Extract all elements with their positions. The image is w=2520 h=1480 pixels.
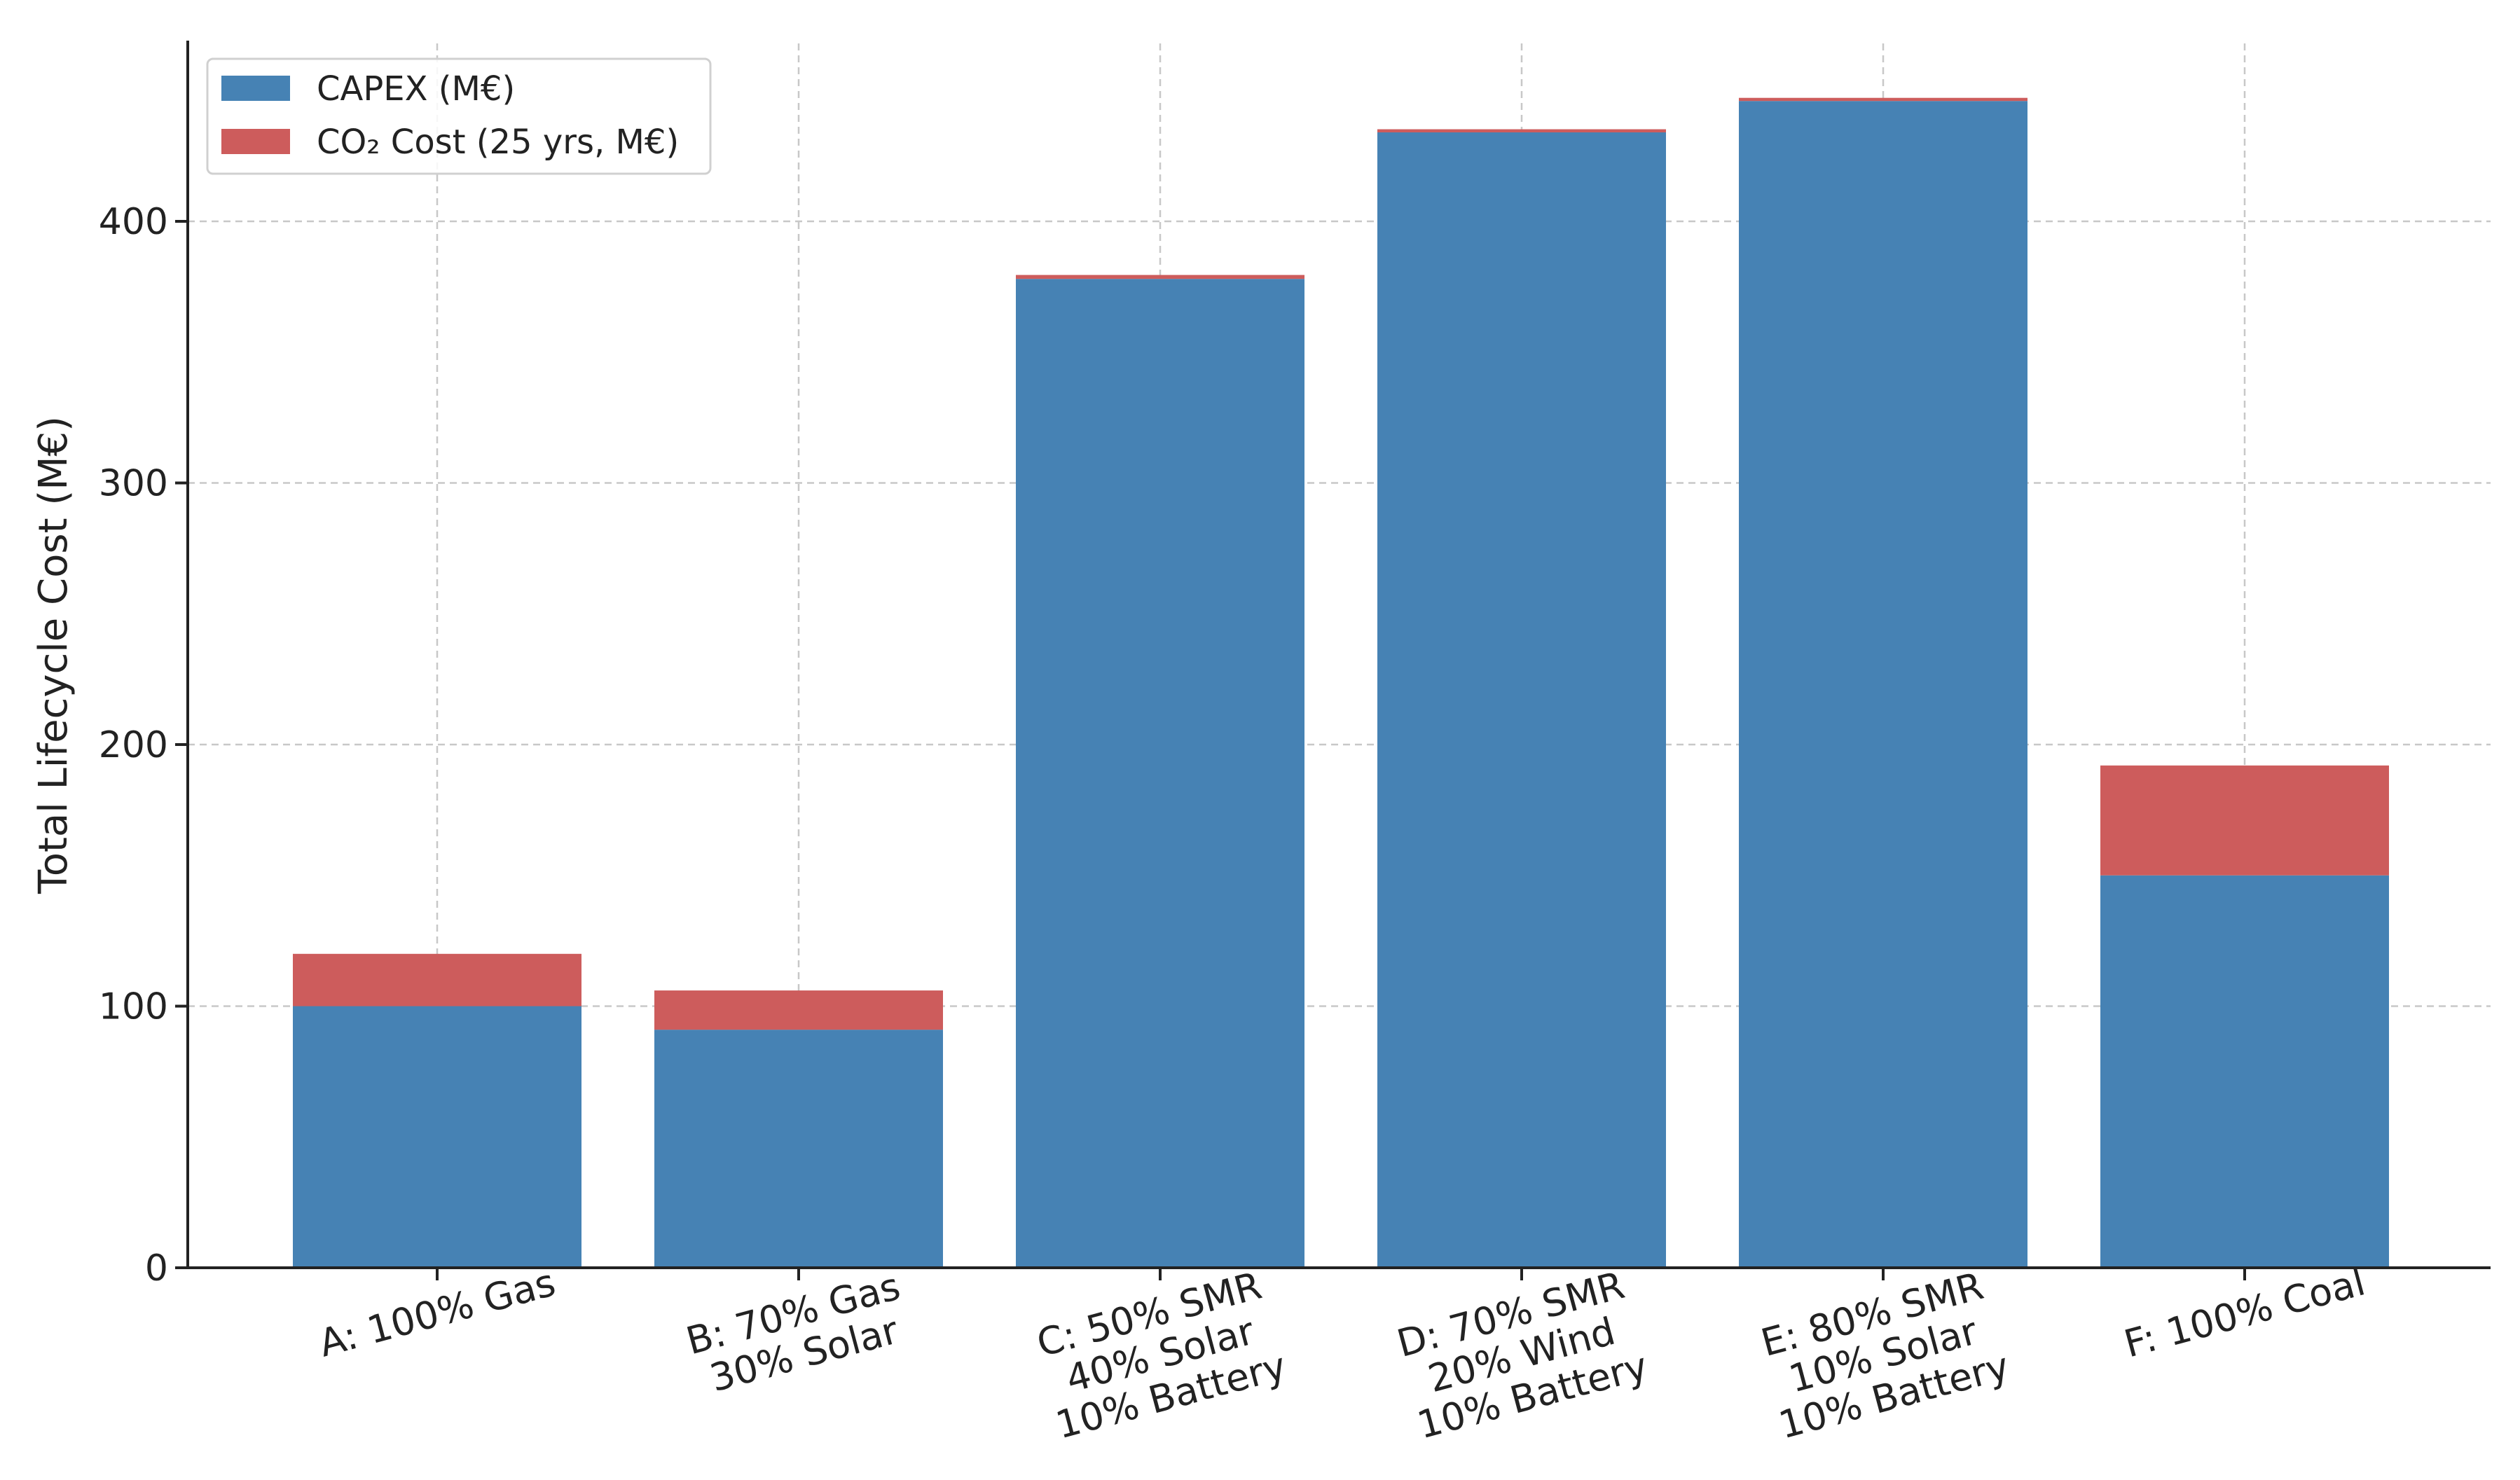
bar-capex [1739,101,2027,1268]
y-tick-label: 300 [99,463,168,505]
legend-label: CO₂ Cost (25 yrs, M€) [317,123,679,162]
legend-swatch [221,129,290,154]
bar-co2-cost [1739,97,2027,102]
y-tick-label: 0 [145,1247,168,1289]
y-axis-title: Total Lifecycle Cost (M€) [31,416,76,894]
y-tick-label: 200 [99,724,168,766]
legend-label: CAPEX (M€) [317,69,515,109]
bar-capex [2100,875,2389,1268]
bar-co2-cost [1377,129,1666,133]
bar-co2-cost [654,990,943,1030]
legend: CAPEX (M€) CO₂ Cost (25 yrs, M€) [206,57,712,175]
y-tick-label: 400 [99,201,168,243]
bars [293,97,2389,1268]
bar-capex [1377,132,1666,1268]
bar-capex [654,1030,943,1268]
y-tick-label: 100 [99,986,168,1028]
legend-swatch [221,76,290,101]
axes [175,41,2491,1280]
bar-co2-cost [2100,765,2389,876]
bar-co2-cost [293,953,581,1007]
bar-co2-cost [1016,275,1304,279]
bar-capex [1016,279,1304,1268]
bar-capex [293,1006,581,1268]
legend-box [206,57,712,175]
